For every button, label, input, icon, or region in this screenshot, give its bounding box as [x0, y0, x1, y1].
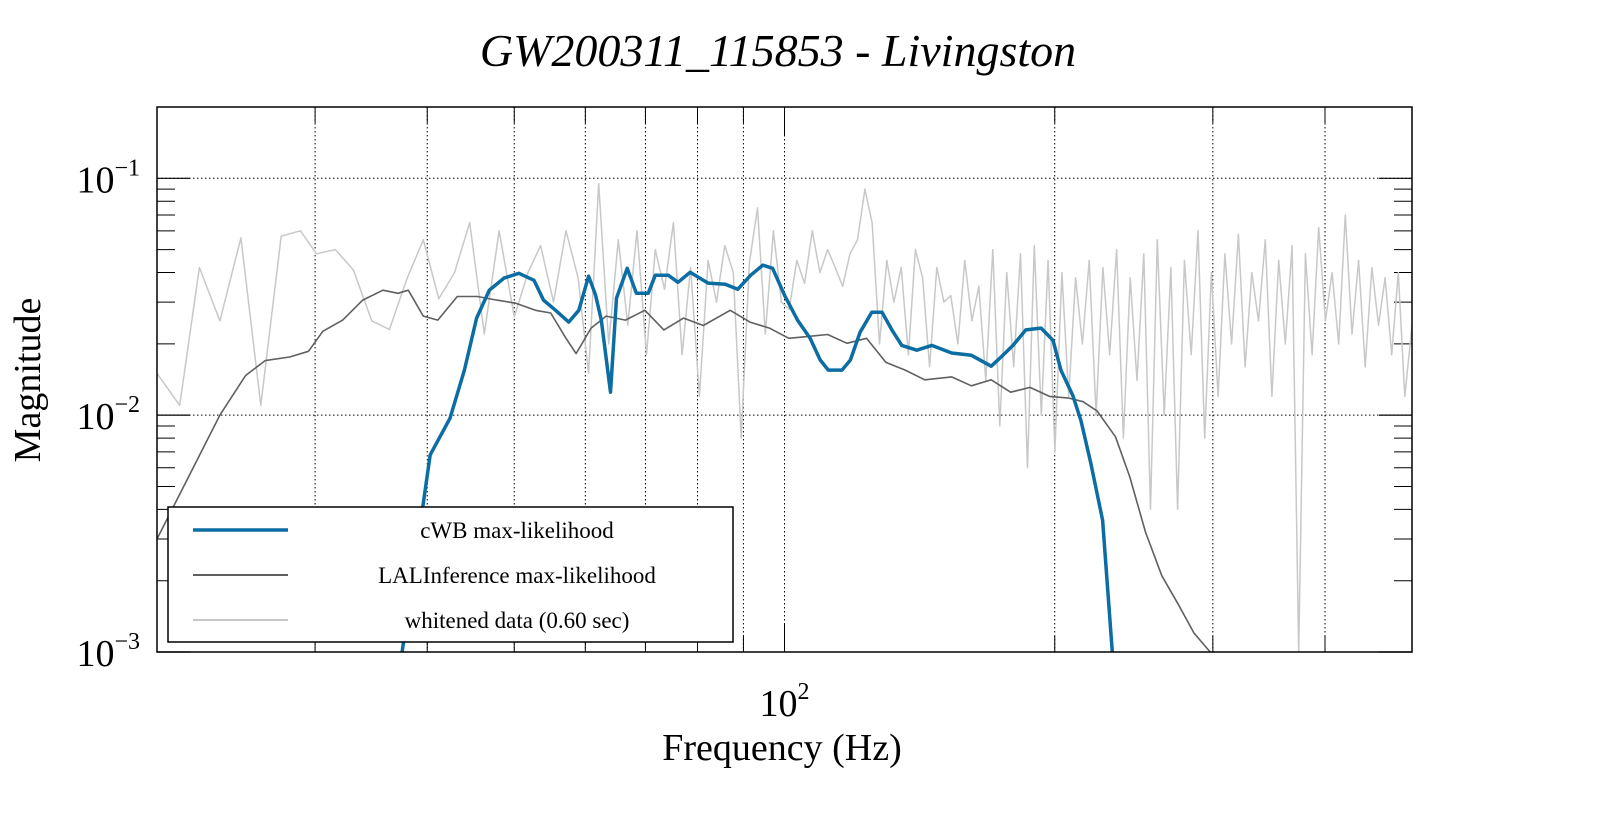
- y-tick-label: 10−2: [76, 392, 140, 438]
- legend-label: whitened data (0.60 sec): [405, 608, 630, 633]
- y-axis-label: Magnitude: [7, 298, 49, 463]
- x-tick-labels: 102: [760, 679, 810, 725]
- legend-label: LALInference max-likelihood: [378, 563, 656, 588]
- legend-label: cWB max-likelihood: [420, 518, 614, 543]
- chart-title: GW200311_115853 - Livingston: [480, 25, 1076, 76]
- x-axis-label: Frequency (Hz): [662, 727, 902, 769]
- series-group: [157, 182, 1412, 652]
- series-line-whitened-data-0-60-sec: [157, 182, 1412, 652]
- plot-frame: [156, 106, 1413, 653]
- x-tick-label: 102: [760, 679, 810, 725]
- series-line-cwb-max-likelihood: [400, 263, 1115, 652]
- legend: cWB max-likelihood LALInference max-likel…: [167, 506, 734, 643]
- y-tick-label: 10−3: [76, 629, 140, 675]
- y-tick-label: 10−1: [76, 155, 140, 201]
- series-line-lalinference-max-likelihood: [157, 289, 1212, 652]
- y-tick-labels: 10−1 10−2 10−3: [76, 155, 140, 675]
